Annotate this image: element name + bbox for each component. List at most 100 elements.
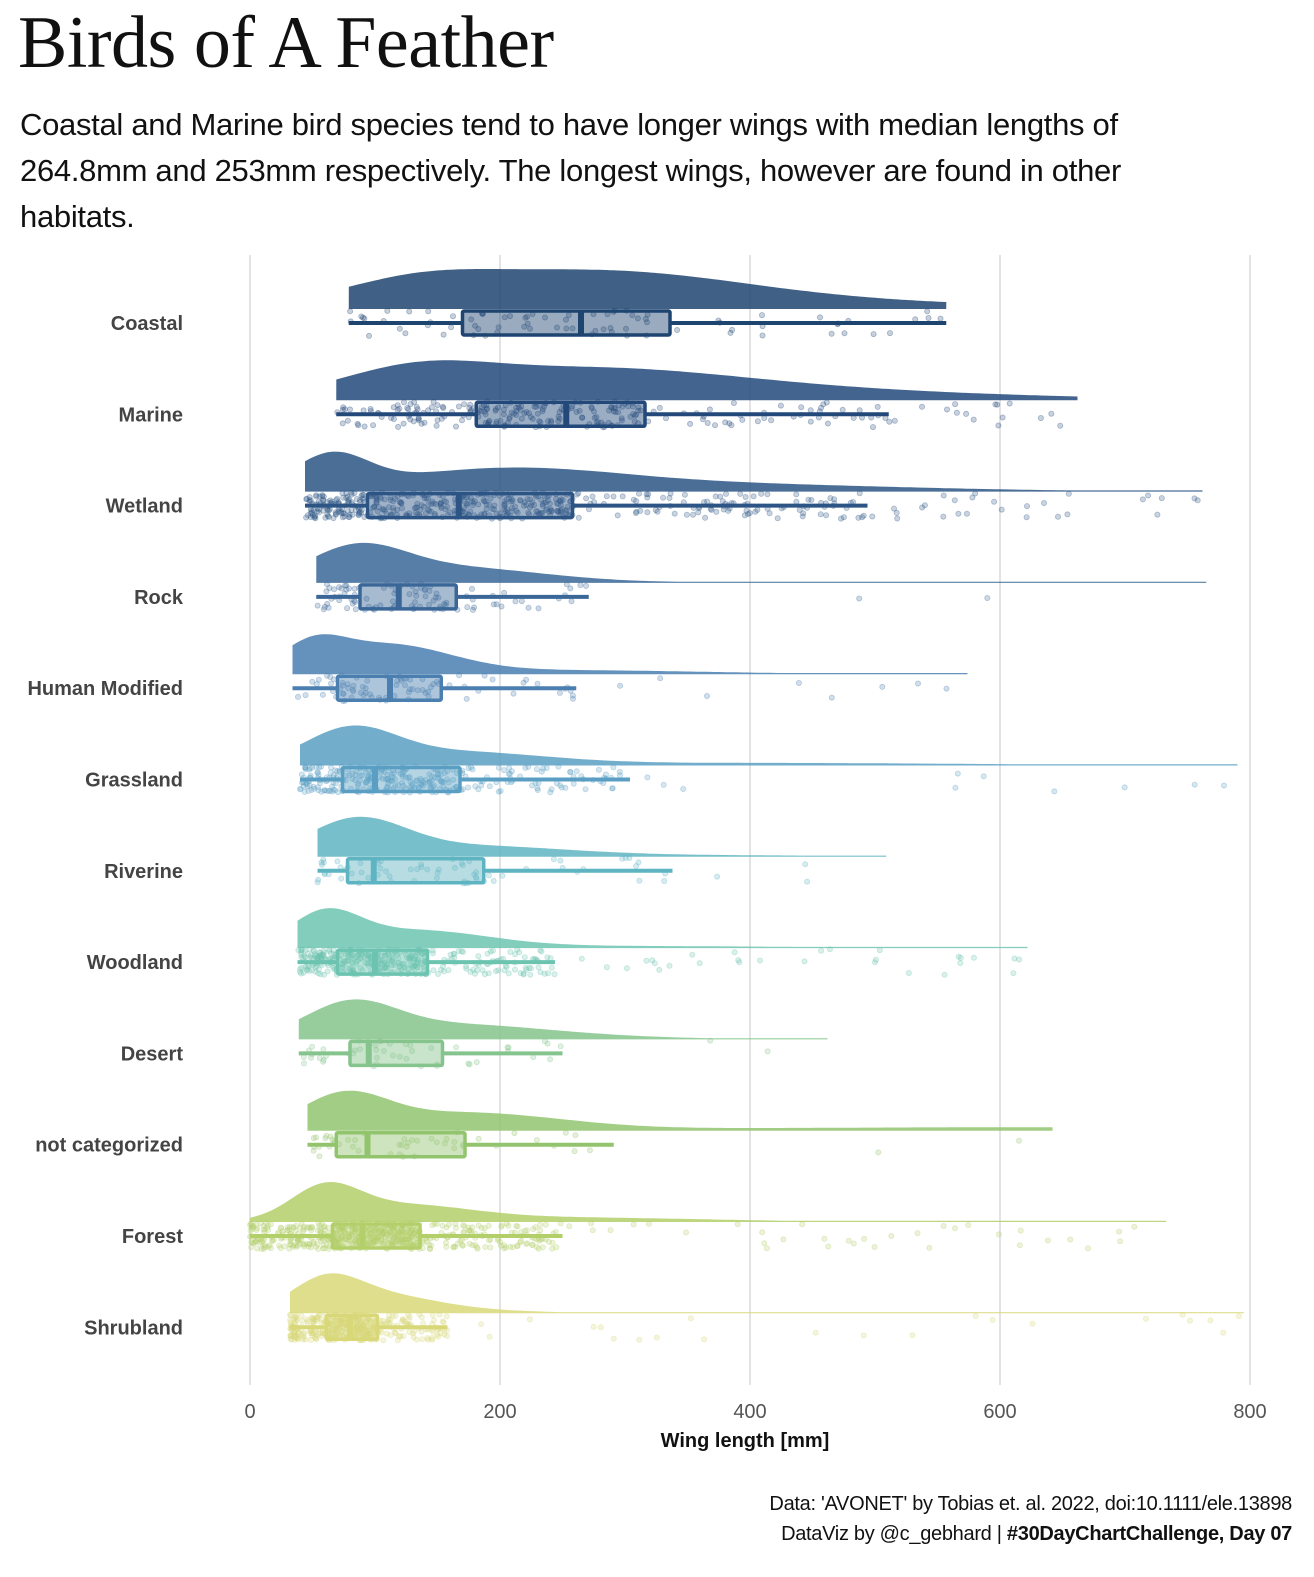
data-point	[743, 507, 750, 514]
data-point	[526, 965, 533, 972]
data-point	[315, 676, 322, 683]
data-point	[419, 687, 426, 694]
data-point	[534, 785, 541, 792]
data-point	[573, 408, 580, 415]
data-point	[352, 599, 359, 606]
data-point	[307, 514, 314, 521]
data-point	[870, 424, 877, 431]
data-point	[818, 947, 825, 954]
data-point	[293, 1222, 300, 1229]
data-point	[375, 504, 382, 511]
data-point	[644, 509, 651, 516]
data-point	[359, 314, 366, 321]
data-point	[746, 510, 753, 517]
data-point	[443, 498, 450, 505]
data-point	[526, 504, 533, 511]
data-point	[547, 1056, 554, 1063]
data-point	[437, 500, 444, 507]
data-point	[622, 854, 629, 861]
data-point	[555, 508, 562, 515]
data-point	[577, 582, 584, 589]
data-point	[579, 414, 586, 421]
data-point	[323, 588, 330, 595]
data-point	[352, 606, 359, 613]
data-point	[345, 585, 352, 592]
data-point	[338, 510, 345, 517]
data-point	[593, 414, 600, 421]
data-point	[440, 404, 447, 411]
data-point	[345, 497, 352, 504]
data-point	[845, 1237, 852, 1244]
data-point	[802, 861, 809, 868]
data-point	[463, 695, 470, 702]
data-point	[407, 416, 414, 423]
data-point	[300, 1060, 307, 1067]
data-point	[319, 861, 326, 868]
data-point	[340, 494, 347, 501]
data-point	[421, 495, 428, 502]
data-point	[591, 414, 598, 421]
data-point	[396, 405, 403, 412]
data-point	[478, 404, 485, 411]
density-cloud	[336, 360, 1078, 401]
data-point	[591, 408, 598, 415]
data-point	[534, 410, 541, 417]
data-point	[520, 679, 527, 686]
data-point	[394, 677, 401, 684]
data-point	[422, 510, 429, 517]
data-point	[610, 405, 617, 412]
data-point	[1142, 1315, 1149, 1322]
data-point	[714, 873, 721, 880]
data-point	[418, 1328, 425, 1335]
data-point	[464, 500, 471, 507]
data-point	[517, 406, 524, 413]
data-point	[712, 493, 719, 500]
data-point	[752, 508, 759, 515]
data-point	[381, 496, 388, 503]
data-point	[610, 408, 617, 415]
data-point	[260, 1226, 267, 1233]
data-point	[325, 604, 332, 611]
data-point	[940, 492, 947, 499]
data-point	[828, 330, 835, 337]
data-point	[380, 506, 387, 513]
data-point	[824, 420, 831, 427]
data-point	[548, 786, 555, 793]
data-point	[841, 330, 848, 337]
data-point	[831, 496, 838, 503]
data-point	[418, 420, 425, 427]
data-point	[425, 506, 432, 513]
data-point	[378, 1329, 385, 1336]
data-point	[398, 499, 405, 506]
data-point	[414, 687, 421, 694]
data-point	[955, 510, 962, 517]
data-point	[554, 507, 561, 514]
data-point	[332, 510, 339, 517]
data-point	[433, 422, 440, 429]
data-point	[861, 1235, 868, 1242]
data-point	[412, 588, 419, 595]
data-point	[360, 692, 367, 699]
data-point	[443, 599, 450, 606]
data-point	[323, 1132, 330, 1139]
data-point	[312, 513, 319, 520]
data-point	[642, 315, 649, 322]
data-point	[940, 513, 947, 520]
data-point	[306, 946, 313, 953]
data-point	[818, 404, 825, 411]
data-point	[875, 1149, 882, 1156]
y-axis-label: Marine	[119, 404, 183, 426]
data-point	[370, 422, 377, 429]
data-point	[443, 1243, 450, 1250]
data-point	[924, 308, 931, 315]
data-point	[509, 497, 516, 504]
data-point	[514, 509, 521, 516]
data-point	[417, 506, 424, 513]
data-point	[499, 872, 506, 879]
data-point	[338, 875, 345, 882]
data-point	[635, 404, 642, 411]
y-axis-label: Shrubland	[84, 1317, 183, 1339]
data-point	[397, 1333, 404, 1340]
data-point	[396, 499, 403, 506]
data-point	[478, 1321, 485, 1328]
